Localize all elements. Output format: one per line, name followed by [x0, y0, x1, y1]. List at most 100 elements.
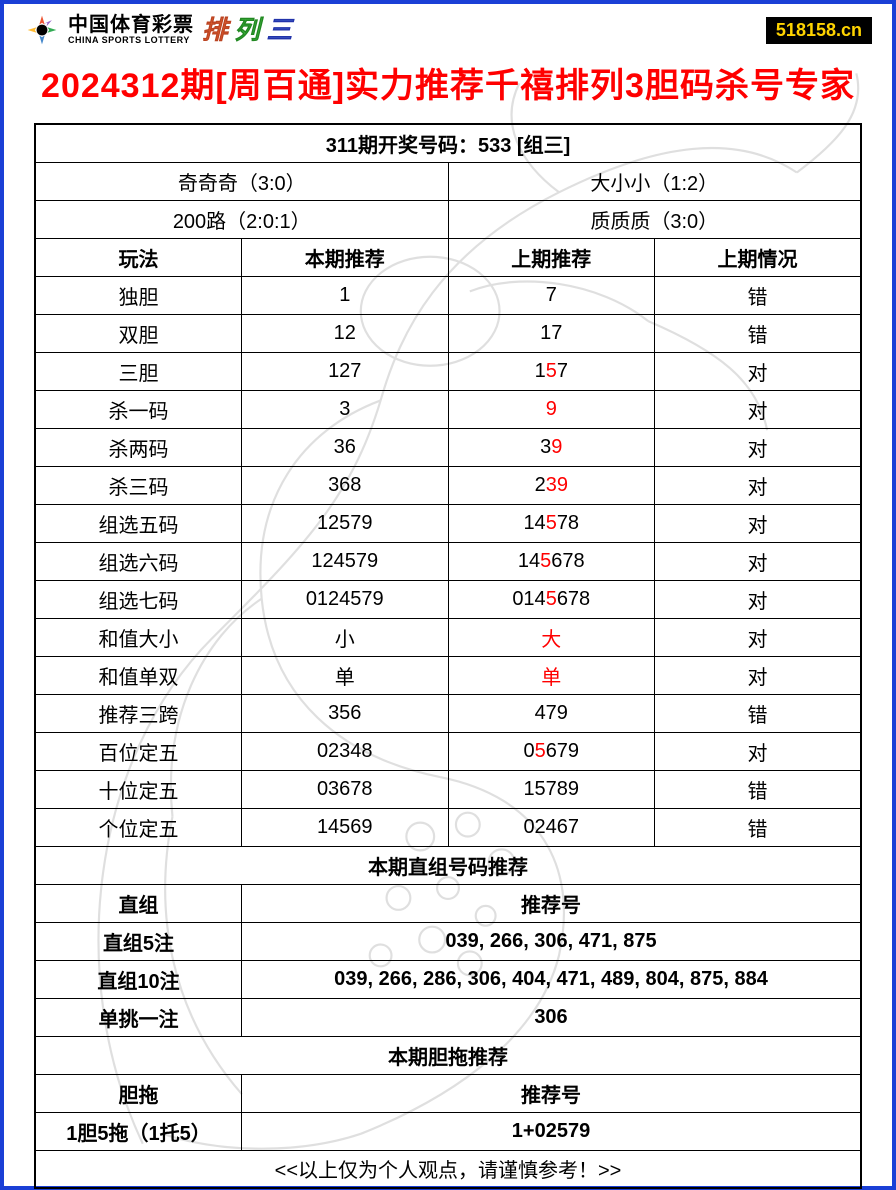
logo-text-en: CHINA SPORTS LOTTERY: [68, 36, 194, 46]
cell-current: 单: [242, 656, 449, 694]
cell-status: 对: [655, 542, 862, 580]
table-row: 直组5注039, 266, 306, 471, 875: [35, 922, 861, 960]
cell-prev: 14578: [448, 504, 655, 542]
table-row: 1胆5拖（1托5）1+02579: [35, 1112, 861, 1150]
cell-value: 1+02579: [242, 1112, 862, 1150]
table-row: 三胆127157对: [35, 352, 861, 390]
section2-col-a: 直组: [35, 884, 242, 922]
summary-odd-even: 奇奇奇（3:0）: [35, 162, 448, 200]
cell-value: 039, 266, 306, 471, 875: [242, 922, 862, 960]
table-row: 杀两码3639对: [35, 428, 861, 466]
cell-status: 对: [655, 352, 862, 390]
section3-col-a: 胆拖: [35, 1074, 242, 1112]
cell-current: 356: [242, 694, 449, 732]
table-row: 独胆17错: [35, 276, 861, 314]
cell-play: 个位定五: [35, 808, 242, 846]
cell-label: 单挑一注: [35, 998, 242, 1036]
table-row: 和值大小小大对: [35, 618, 861, 656]
cell-value: 306: [242, 998, 862, 1036]
table-row: 组选七码01245790145678对: [35, 580, 861, 618]
table-row: 百位定五0234805679对: [35, 732, 861, 770]
cell-prev: 479: [448, 694, 655, 732]
cell-play: 和值单双: [35, 656, 242, 694]
cell-status: 对: [655, 428, 862, 466]
cell-current: 12: [242, 314, 449, 352]
cell-prev: 02467: [448, 808, 655, 846]
section2-header: 本期直组号码推荐: [35, 846, 861, 884]
table-row: 组选五码1257914578对: [35, 504, 861, 542]
cell-prev: 大: [448, 618, 655, 656]
cell-value: 039, 266, 286, 306, 404, 471, 489, 804, …: [242, 960, 862, 998]
cell-play: 组选六码: [35, 542, 242, 580]
cell-current: 14569: [242, 808, 449, 846]
cell-current: 12579: [242, 504, 449, 542]
footer-note: <<以上仅为个人观点，请谨慎参考！>>: [35, 1150, 861, 1188]
table-row: 个位定五1456902467错: [35, 808, 861, 846]
cell-status: 错: [655, 808, 862, 846]
header-bar: 中国体育彩票 CHINA SPORTS LOTTERY 排 列 三 518158…: [4, 4, 892, 52]
cell-play: 十位定五: [35, 770, 242, 808]
cell-current: 0124579: [242, 580, 449, 618]
summary-big-small: 大小小（1:2）: [448, 162, 861, 200]
table-row: 组选六码124579145678对: [35, 542, 861, 580]
table-row: 杀三码368239对: [35, 466, 861, 504]
logo-block: 中国体育彩票 CHINA SPORTS LOTTERY 排 列 三: [24, 12, 304, 48]
cell-prev: 7: [448, 276, 655, 314]
cell-prev: 05679: [448, 732, 655, 770]
cell-prev: 单: [448, 656, 655, 694]
cell-play: 杀两码: [35, 428, 242, 466]
cell-prev: 145678: [448, 542, 655, 580]
cell-current: 3: [242, 390, 449, 428]
cell-status: 对: [655, 618, 862, 656]
cell-play: 推荐三跨: [35, 694, 242, 732]
cell-prev: 9: [448, 390, 655, 428]
cell-status: 错: [655, 276, 862, 314]
cell-play: 双胆: [35, 314, 242, 352]
table-row: 单挑一注306: [35, 998, 861, 1036]
cell-play: 组选七码: [35, 580, 242, 618]
cell-prev: 39: [448, 428, 655, 466]
cell-status: 对: [655, 580, 862, 618]
cell-status: 对: [655, 466, 862, 504]
pailie3-logo-icon: 排 列 三: [202, 13, 304, 47]
cell-status: 对: [655, 504, 862, 542]
cell-play: 三胆: [35, 352, 242, 390]
cell-current: 1: [242, 276, 449, 314]
cell-play: 杀一码: [35, 390, 242, 428]
cell-play: 杀三码: [35, 466, 242, 504]
cell-current: 02348: [242, 732, 449, 770]
cell-prev: 157: [448, 352, 655, 390]
cell-label: 直组10注: [35, 960, 242, 998]
draw-header: 311期开奖号码：533 [组三]: [35, 124, 861, 162]
table-row: 直组10注039, 266, 286, 306, 404, 471, 489, …: [35, 960, 861, 998]
cell-status: 错: [655, 694, 862, 732]
summary-route: 200路（2:0:1）: [35, 200, 448, 238]
cell-label: 直组5注: [35, 922, 242, 960]
svg-text:三: 三: [267, 17, 295, 45]
col-header-play: 玩法: [35, 238, 242, 276]
table-row: 双胆1217错: [35, 314, 861, 352]
site-badge: 518158.cn: [766, 17, 872, 44]
prediction-table: 311期开奖号码：533 [组三] 奇奇奇（3:0） 大小小（1:2） 200路…: [34, 123, 862, 1189]
cell-prev: 17: [448, 314, 655, 352]
cell-play: 和值大小: [35, 618, 242, 656]
svg-text:列: 列: [234, 17, 264, 45]
cell-prev: 15789: [448, 770, 655, 808]
cell-status: 对: [655, 732, 862, 770]
table-row: 杀一码39对: [35, 390, 861, 428]
cell-status: 错: [655, 770, 862, 808]
cell-prev: 0145678: [448, 580, 655, 618]
cell-status: 对: [655, 390, 862, 428]
cell-status: 对: [655, 656, 862, 694]
summary-prime: 质质质（3:0）: [448, 200, 861, 238]
col-header-current: 本期推荐: [242, 238, 449, 276]
cell-current: 36: [242, 428, 449, 466]
cell-status: 错: [655, 314, 862, 352]
section2-col-b: 推荐号: [242, 884, 862, 922]
col-header-prev: 上期推荐: [448, 238, 655, 276]
svg-text:排: 排: [202, 17, 232, 45]
section3-col-b: 推荐号: [242, 1074, 862, 1112]
col-header-status: 上期情况: [655, 238, 862, 276]
table-row: 和值单双单单对: [35, 656, 861, 694]
cell-current: 127: [242, 352, 449, 390]
